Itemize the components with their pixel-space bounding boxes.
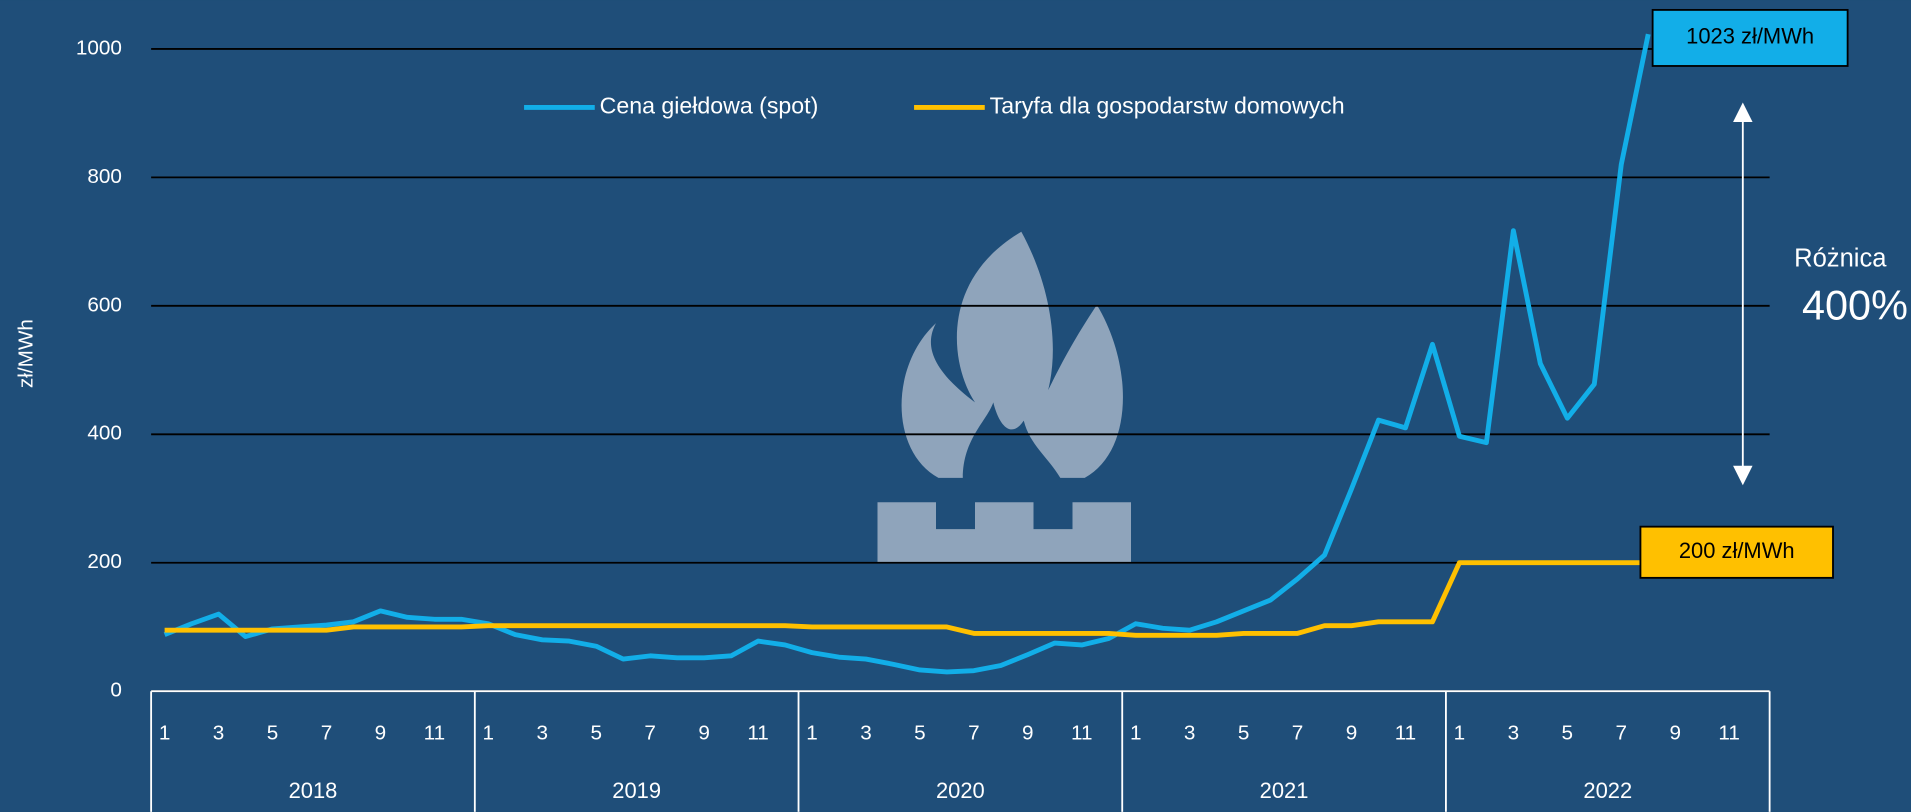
flame-icon	[877, 231, 1131, 564]
y-tick-label: 600	[87, 293, 122, 316]
legend: Cena giełdowa (spot) Taryfa dla gospodars…	[524, 93, 1345, 119]
x-tick-label: 7	[968, 721, 980, 744]
y-tick-label: 1000	[76, 36, 122, 59]
x-tick-label: 11	[747, 721, 769, 744]
x-tick-label: 11	[1718, 721, 1740, 744]
y-tick-label: 800	[87, 165, 122, 188]
x-tick-label: 1	[1130, 721, 1142, 744]
y-tick-label: 400	[87, 422, 122, 445]
x-tick-label: 3	[1184, 721, 1196, 744]
x-tick-label: 9	[698, 721, 710, 744]
series-line	[164, 560, 1649, 638]
x-tick-label: 1	[806, 721, 818, 744]
x-tick-label: 9	[1022, 721, 1034, 744]
x-tick-label: 3	[537, 721, 549, 744]
annotation: Różnica	[1794, 245, 1887, 273]
x-tick-label: 7	[644, 721, 656, 744]
annotation-box	[1651, 8, 1849, 67]
x-tick-label: 9	[1669, 721, 1681, 744]
x-tick-label: 9	[375, 721, 387, 744]
x-tick-label: 3	[860, 721, 872, 744]
x-tick-label: 3	[213, 721, 225, 744]
x-tick-label: 1	[483, 721, 495, 744]
x-tick-label: 7	[1292, 721, 1304, 744]
legend-label: Cena giełdowa (spot)	[600, 93, 819, 119]
annotation: 1023 zł/MWh	[1686, 24, 1814, 49]
x-tick-label: 5	[1562, 721, 1574, 744]
group-label: 2019	[612, 778, 661, 803]
annotation: 400%	[1802, 281, 1908, 328]
x-tick-label: 5	[914, 721, 926, 744]
lines	[163, 33, 1651, 675]
y-axis-label: zł/MWh	[14, 319, 37, 388]
x-tick-label: 7	[321, 721, 333, 744]
difference-arrow	[1733, 102, 1753, 486]
x-tick-label: 7	[1616, 721, 1628, 744]
x-tick-label: 5	[590, 721, 602, 744]
x-tick-label: 9	[1346, 721, 1358, 744]
x-tick-label: 5	[1238, 721, 1250, 744]
x-tick-label: 11	[1395, 721, 1417, 744]
group-label: 2020	[936, 778, 985, 803]
annotation-box	[1639, 525, 1834, 579]
x-tick-label: 1	[1454, 721, 1466, 744]
group-label: 2018	[289, 778, 338, 803]
y-tick-label: 200	[87, 550, 122, 573]
group-label: 2021	[1260, 778, 1309, 803]
group-label: 2022	[1583, 778, 1632, 803]
annotation: 200 zł/MWh	[1679, 538, 1795, 563]
x-tick-label: 11	[424, 721, 445, 744]
legend-label: Taryfa dla gospodarstw domowych	[990, 93, 1345, 119]
x-tick-label: 1	[159, 721, 171, 744]
y-tick-label: 0	[110, 679, 122, 702]
x-tick-label: 11	[1071, 721, 1093, 744]
series-line	[163, 33, 1651, 675]
x-tick-label: 3	[1508, 721, 1520, 744]
x-tick-label: 5	[267, 721, 279, 744]
